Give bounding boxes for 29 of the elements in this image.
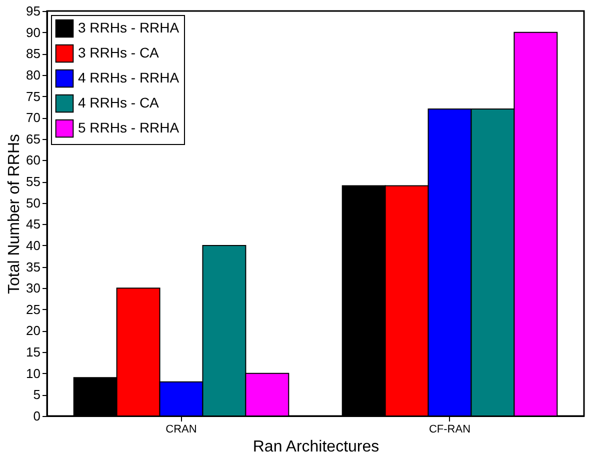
y-tick-label: 80: [26, 67, 40, 82]
y-tick-label: 90: [26, 24, 40, 40]
y-tick-label: 50: [26, 195, 40, 210]
y-tick-label: 35: [26, 259, 40, 274]
y-tick-label: 70: [26, 110, 40, 126]
legend-label: 4 RRHs - CA: [78, 94, 160, 110]
y-tick-label: 95: [26, 4, 40, 18]
legend-label: 3 RRHs - CA: [78, 44, 160, 60]
y-tick-label: 5: [33, 387, 40, 402]
y-tick-label: 0: [33, 408, 40, 424]
y-tick-label: 45: [26, 216, 40, 232]
y-tick-label: 55: [26, 174, 40, 190]
legend-label: 4 RRHs - RRHA: [78, 70, 180, 86]
y-tick-label: 75: [26, 88, 40, 104]
y-axis-title: Total Number of RRHs: [6, 134, 24, 294]
y-tick-label: 15: [26, 344, 40, 360]
y-tick-label: 30: [26, 280, 40, 296]
y-tick-label: 60: [26, 152, 40, 168]
y-tick-label: 25: [26, 302, 40, 317]
x-tick-label: CF-RAN: [428, 424, 471, 436]
y-tick-label: 85: [26, 46, 40, 62]
y-tick-label: 65: [26, 131, 40, 146]
y-tick-label: 20: [26, 323, 40, 338]
y-tick-label: 10: [26, 366, 40, 381]
legend-label: 3 RRHs - RRHA: [78, 20, 180, 36]
legend-label: 5 RRHs - RRHA: [78, 120, 180, 136]
y-tick-label: 40: [26, 238, 40, 253]
x-axis-title: Ran Architectures: [252, 438, 380, 456]
x-tick-label: CRAN: [166, 424, 197, 436]
